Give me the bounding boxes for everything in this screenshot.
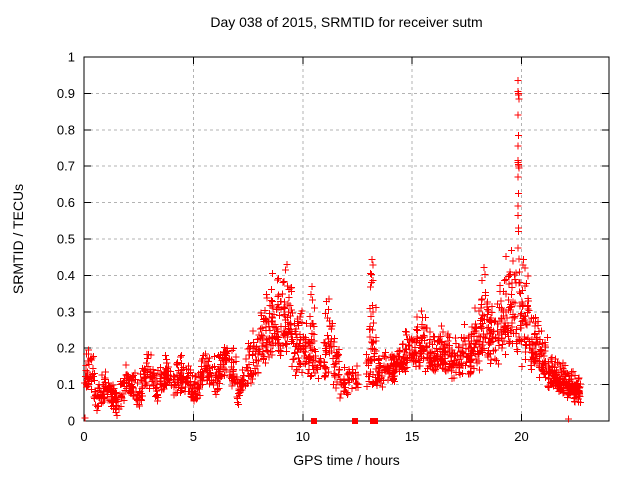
x-tick-label: 0 [80, 429, 87, 444]
x-axis-title: GPS time / hours [293, 452, 400, 468]
x-tick-label: 15 [405, 429, 419, 444]
y-tick-label: 0.6 [57, 195, 75, 210]
axis-ticks [83, 56, 609, 422]
zero-square-marker [310, 418, 317, 424]
x-tick-label: 5 [190, 429, 197, 444]
y-tick-label: 0.3 [57, 304, 75, 319]
zero-square-marker [371, 418, 378, 424]
x-tick-label: 20 [514, 429, 528, 444]
zero-square-marker [352, 418, 358, 424]
y-tick-label: 0.9 [57, 86, 75, 101]
y-tick-label: 0.2 [57, 341, 75, 356]
y-tick-label: 0.1 [57, 377, 75, 392]
chart-title: Day 038 of 2015, SRMTID for receiver sut… [210, 14, 483, 30]
grid-lines [84, 57, 609, 421]
y-tick-label: 0.8 [57, 122, 75, 137]
x-tick-label: 10 [296, 429, 310, 444]
y-tick-label: 0.7 [57, 159, 75, 174]
y-tick-label: 0.5 [57, 232, 75, 247]
y-tick-label: 0.4 [57, 268, 75, 283]
scatter-points [81, 77, 584, 423]
y-tick-label: 1 [68, 50, 75, 65]
y-tick-label: 0 [68, 414, 75, 429]
